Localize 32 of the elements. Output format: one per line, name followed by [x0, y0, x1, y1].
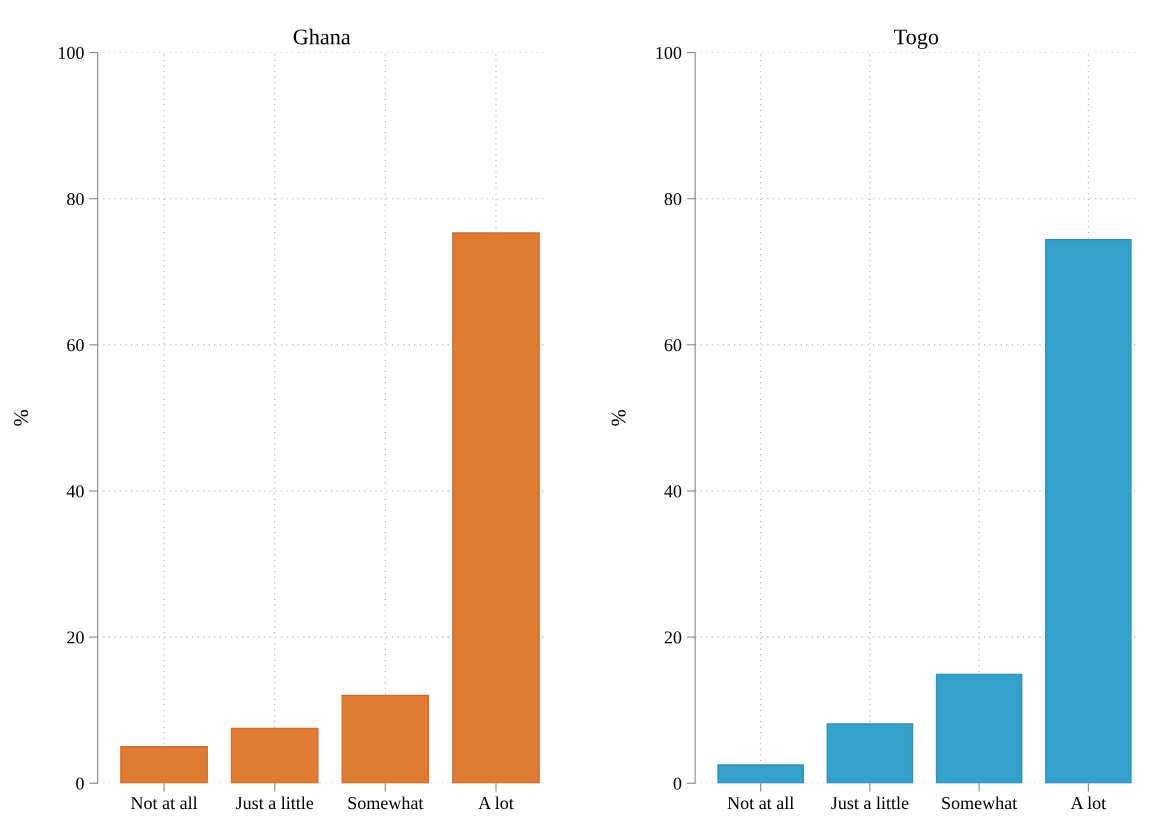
- bar: [452, 232, 540, 784]
- y-tick-label: 60: [664, 339, 682, 352]
- y-axis-title: %: [14, 409, 29, 426]
- x-tick-label: A lot: [478, 796, 514, 810]
- x-tick-label: Somewhat: [348, 796, 424, 810]
- y-tick-label: 40: [664, 485, 682, 498]
- x-tick-label: Just a little: [235, 796, 314, 810]
- y-tick-label: 0: [76, 777, 84, 790]
- bar: [341, 694, 430, 784]
- x-tick-label: Not at all: [130, 796, 198, 810]
- chart-title: Togo: [894, 29, 939, 50]
- y-tick-label: 0: [673, 777, 682, 790]
- y-axis-title: %: [611, 409, 626, 426]
- x-tick-label: Just a little: [831, 796, 909, 810]
- y-tick-label: 100: [656, 46, 682, 59]
- chart-title: Ghana: [293, 28, 351, 45]
- y-tick-label: 100: [58, 46, 84, 59]
- y-tick-label: 20: [67, 631, 84, 644]
- bar: [120, 746, 208, 784]
- bar: [935, 673, 1023, 784]
- y-tick-label: 40: [66, 485, 84, 498]
- x-tick-label: A lot: [1070, 796, 1107, 810]
- x-tick-label: Not at all: [727, 796, 794, 810]
- y-tick-label: 20: [664, 631, 682, 644]
- x-tick-label: Somewhat: [942, 796, 1018, 810]
- y-tick-label: 60: [67, 339, 84, 352]
- bar: [826, 723, 914, 784]
- bar: [717, 764, 804, 784]
- y-tick-label: 80: [67, 192, 84, 206]
- y-tick-label: 80: [664, 192, 682, 206]
- bar: [230, 727, 319, 784]
- bar: [1045, 238, 1132, 784]
